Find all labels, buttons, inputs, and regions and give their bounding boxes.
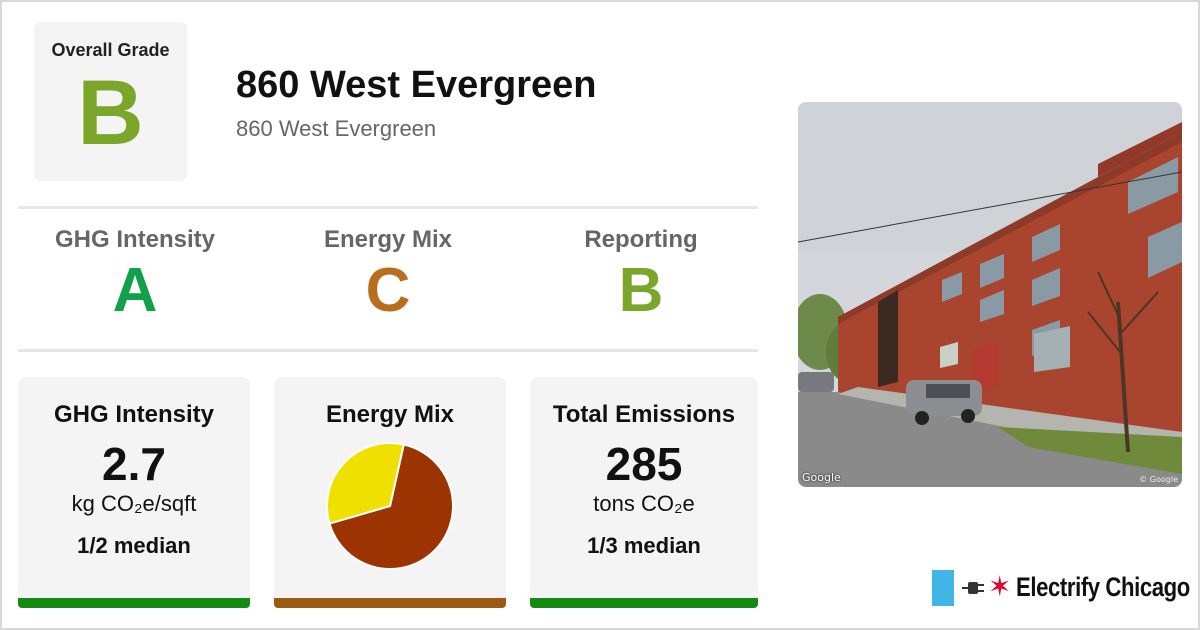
card-title: Energy Mix: [325, 401, 455, 428]
card-title: Total Emissions: [552, 401, 736, 428]
divider: [18, 206, 758, 209]
overall-grade-value: B: [77, 62, 144, 164]
plug-icon: [962, 582, 984, 594]
divider: [18, 349, 758, 352]
building-title: 860 West Evergreen: [236, 64, 597, 106]
energy-mix-pie-chart: [326, 442, 454, 570]
star-icon: ✶: [988, 571, 1012, 602]
ghg-intensity-unit: kg CO₂e/sqft: [71, 491, 197, 516]
brand-name: Electrify Chicago: [1016, 572, 1190, 602]
grade-reporting: Reporting B: [526, 226, 756, 326]
grade-ghg-intensity: GHG Intensity A: [20, 226, 250, 326]
chicago-flag-icon: [932, 570, 954, 606]
ghg-intensity-value: 2.7: [102, 438, 166, 490]
ghg-intensity-median: 1/2 median: [77, 533, 191, 558]
card-bottom-bar: [530, 598, 758, 608]
building-street-photo: Google © Google: [798, 102, 1182, 487]
total-emissions-value: 285: [605, 438, 683, 490]
card-total-emissions: Total Emissions 285 tons CO₂e 1/3 median: [530, 377, 758, 608]
card-energy-mix: Energy Mix: [274, 377, 506, 608]
overall-grade-label: Overall Grade: [51, 40, 170, 60]
card-bottom-bar: [274, 598, 506, 608]
grade-label: Energy Mix: [323, 226, 453, 253]
grade-value: C: [365, 256, 411, 325]
grade-value: B: [618, 256, 664, 325]
grade-label: GHG Intensity: [54, 226, 216, 253]
building-address: 860 West Evergreen: [236, 116, 437, 141]
building-photo-illustration: [798, 102, 1182, 487]
grade-energy-mix: Energy Mix C: [273, 226, 503, 326]
card-bottom-bar: [18, 598, 250, 608]
card-title: GHG Intensity: [53, 401, 215, 428]
grade-label: Reporting: [584, 226, 698, 253]
card-ghg-intensity: GHG Intensity 2.7 kg CO₂e/sqft 1/2 media…: [18, 377, 250, 608]
photo-credit: Google: [802, 471, 841, 484]
total-emissions-unit: tons CO₂e: [593, 491, 695, 516]
overall-grade-box: Overall Grade B: [34, 22, 187, 181]
photo-copyright: © Google: [1139, 475, 1178, 484]
pie-slice-0: [328, 443, 454, 570]
total-emissions-median: 1/3 median: [587, 533, 701, 558]
pie-slice-1: [326, 442, 405, 525]
grade-value: A: [112, 256, 158, 325]
